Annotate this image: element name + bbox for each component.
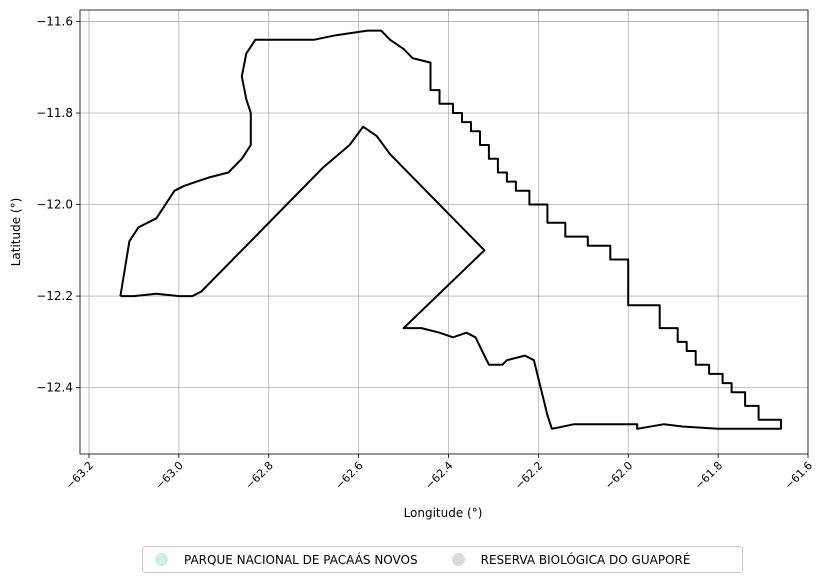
legend-marker-icon [451, 553, 465, 566]
y-tick-label: −12.2 [36, 289, 73, 303]
x-tick-label: −61.8 [692, 459, 725, 492]
legend-marker-icon [155, 553, 168, 566]
x-tick-label: −63.2 [63, 459, 96, 492]
legend-item-pacaas-novos: PARQUE NACIONAL DE PACAÁS NOVOS [155, 553, 418, 567]
x-tick-label: −62.6 [333, 459, 366, 492]
plot-area [80, 10, 808, 454]
legend-label: PARQUE NACIONAL DE PACAÁS NOVOS [184, 552, 418, 567]
x-tick-label: −63.0 [153, 459, 186, 492]
x-axis-label: Longitude (°) [404, 506, 483, 520]
x-tick-label: −62.2 [512, 459, 545, 492]
y-axis-label: Latitude (°) [9, 198, 23, 267]
legend-label: RESERVA BIOLÓGICA DO GUAPORÉ [480, 552, 691, 567]
y-tick-label: −11.6 [36, 14, 73, 28]
x-tick-label: −62.8 [243, 459, 276, 492]
x-tick-label: −62.0 [602, 459, 635, 492]
legend-item-guapore: RESERVA BIOLÓGICA DO GUAPORÉ [451, 552, 691, 567]
legend: PARQUE NACIONAL DE PACAÁS NOVOS RESERVA … [142, 546, 743, 573]
y-tick-label: −12.0 [36, 198, 73, 212]
y-tick-label: −11.8 [36, 106, 73, 120]
protected-area-boundary [119, 29, 782, 430]
y-tick-label: −12.4 [36, 381, 73, 395]
plot-frame [79, 9, 809, 455]
x-tick-label: −61.6 [782, 459, 815, 492]
x-tick-label: −62.4 [423, 459, 456, 492]
